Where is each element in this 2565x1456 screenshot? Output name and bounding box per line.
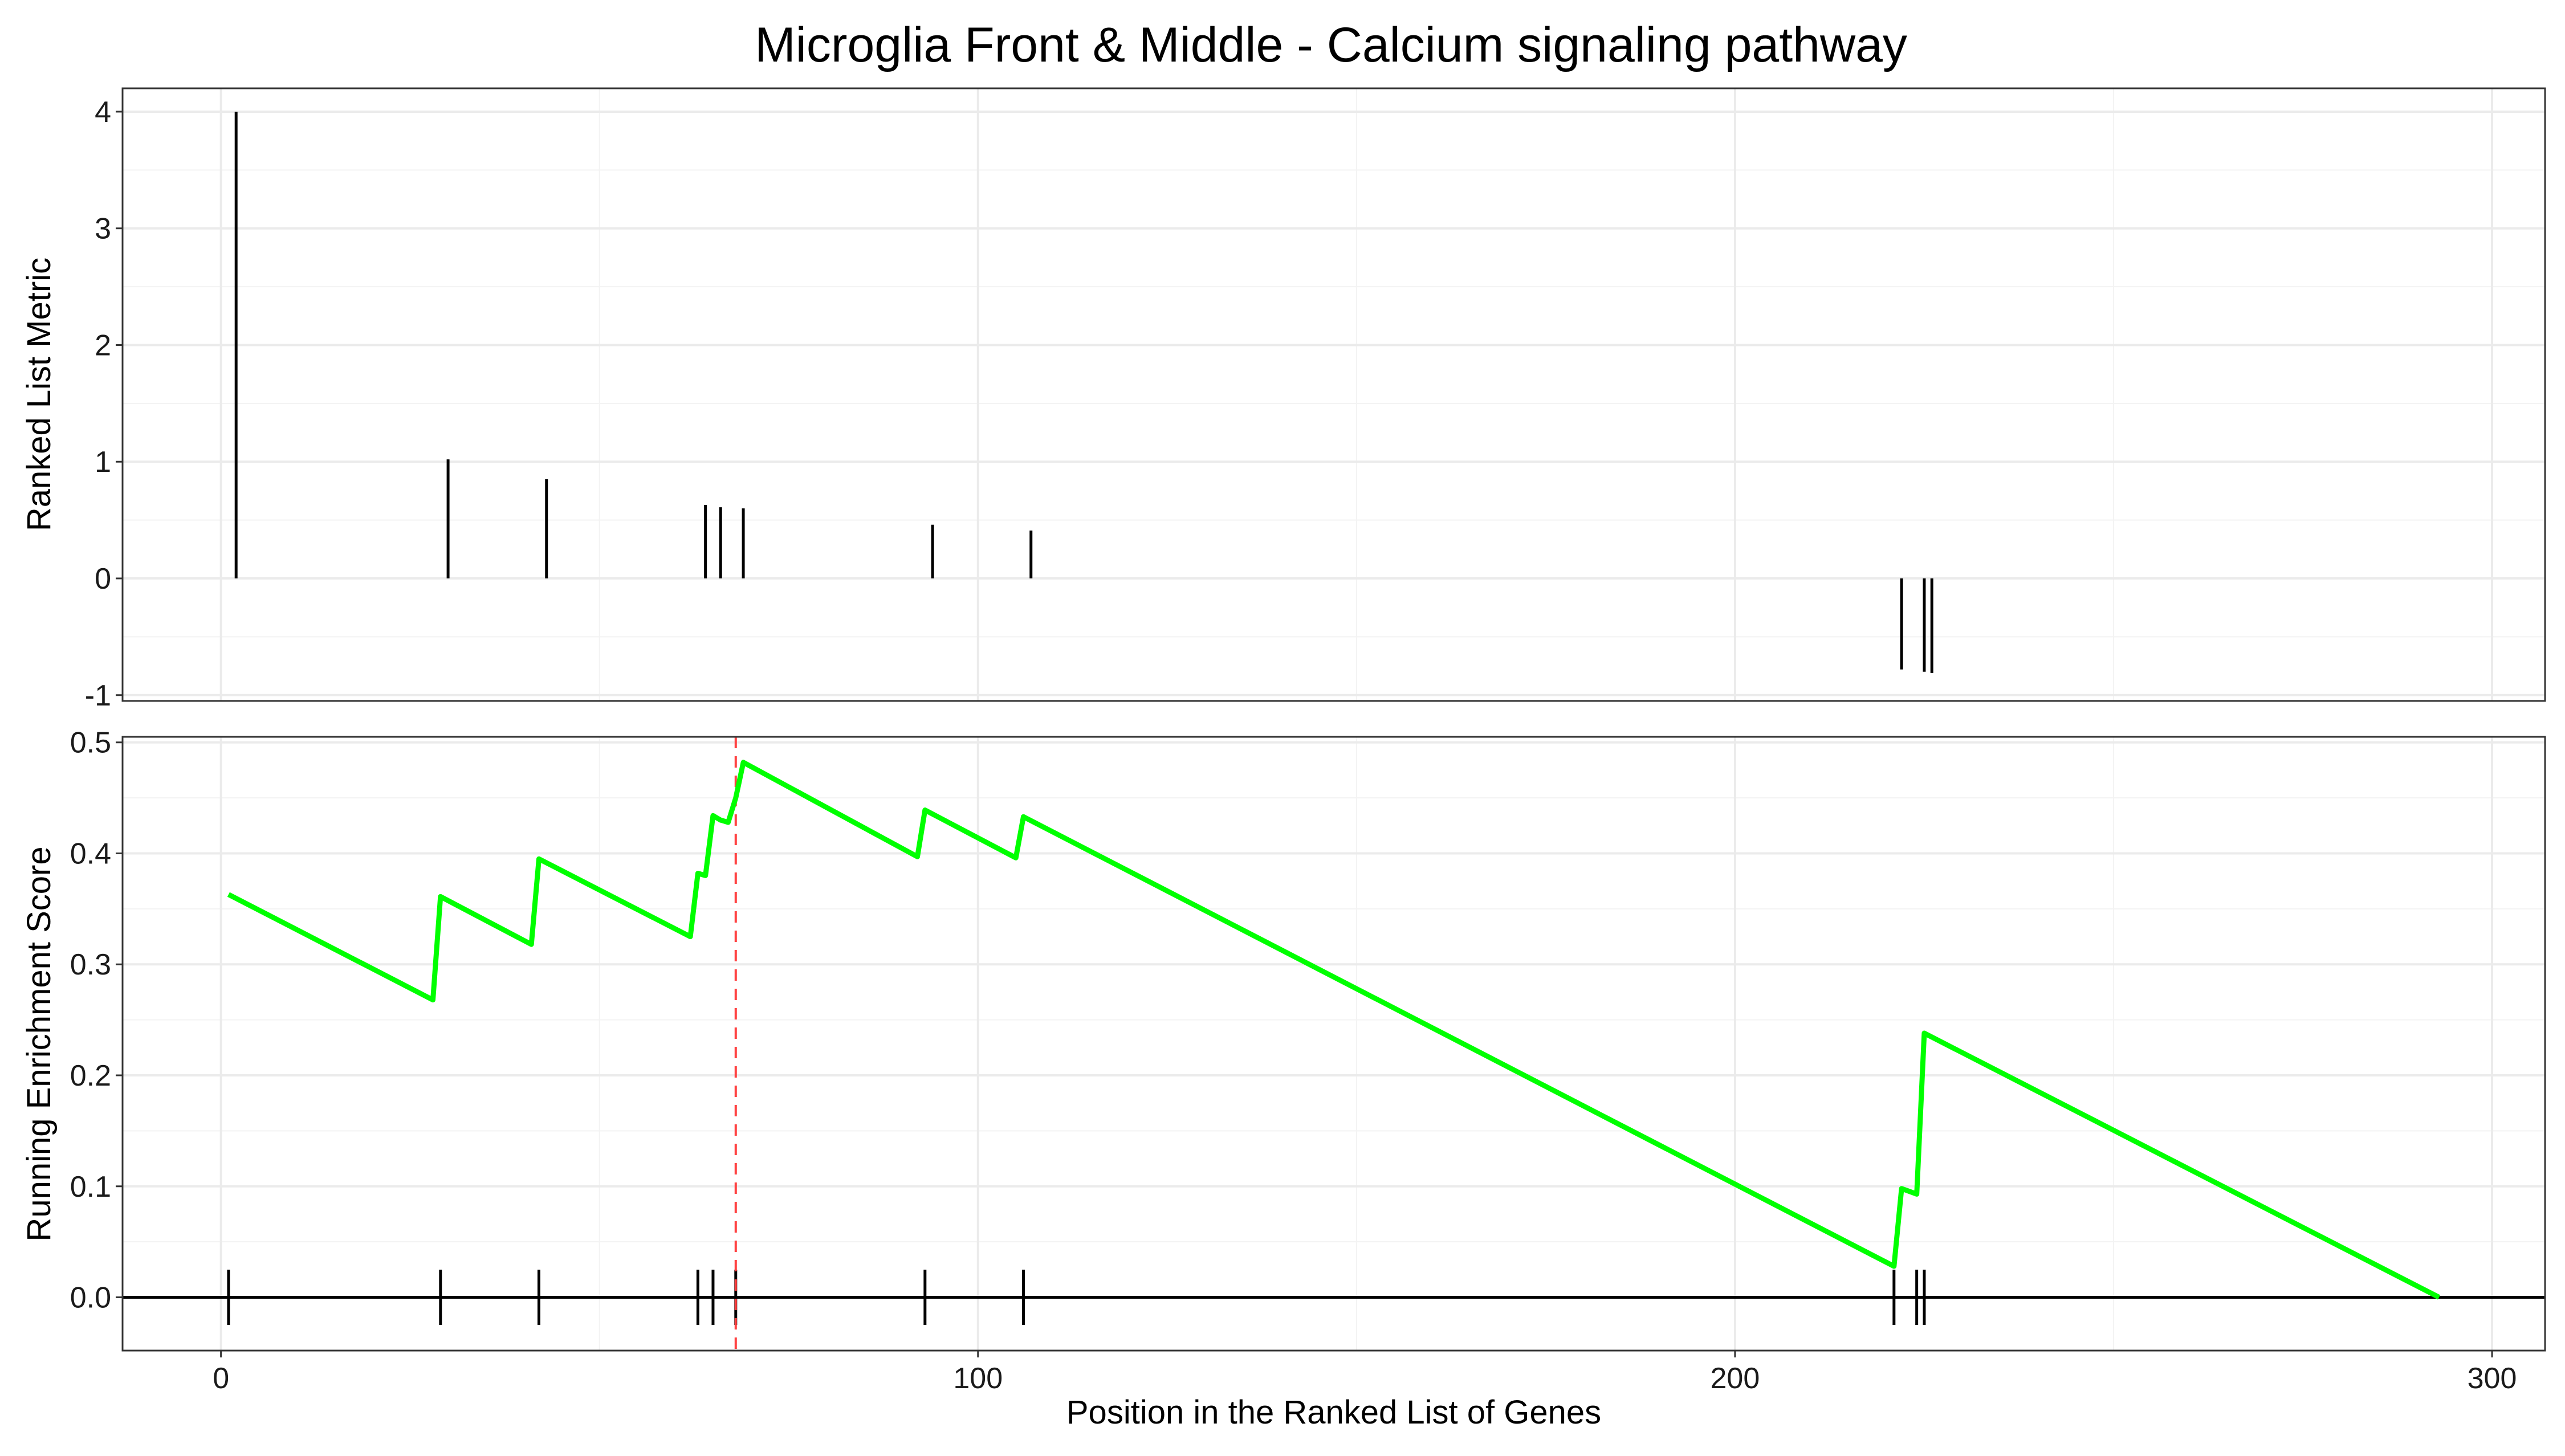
bottom-panel-background bbox=[123, 737, 2545, 1351]
x-tick-label: 0 bbox=[213, 1362, 229, 1395]
x-axis-title: Position in the Ranked List of Genes bbox=[1066, 1394, 1601, 1431]
top-y-tick-label: 1 bbox=[95, 446, 111, 479]
top-y-axis-title: Ranked List Metric bbox=[21, 258, 58, 531]
bottom-y-tick-label: 0.1 bbox=[70, 1170, 111, 1204]
x-tick-label: 300 bbox=[2468, 1362, 2517, 1395]
bottom-y-tick-label: 0.3 bbox=[70, 948, 111, 981]
bottom-y-tick-label: 0.2 bbox=[70, 1059, 111, 1092]
bottom-panel-content bbox=[123, 737, 2545, 1351]
bottom-y-tick-label: 0.5 bbox=[70, 727, 111, 760]
chart-title: Microglia Front & Middle - Calcium signa… bbox=[755, 18, 1907, 72]
top-panel: -1 0 1 2 3 4 Ranked List Metric bbox=[21, 87, 2546, 712]
top-y-tick-label: 0 bbox=[95, 562, 111, 596]
x-tick-label: 100 bbox=[953, 1362, 1003, 1395]
top-panel-background bbox=[123, 88, 2545, 701]
bottom-y-axis: 0.0 0.1 0.2 0.3 0.4 0.5 bbox=[70, 727, 123, 1315]
top-panel-border bbox=[121, 87, 2546, 702]
bottom-panel: 0.0 0.1 0.2 0.3 0.4 0.5 0 100 200 300 Running En… bbox=[21, 727, 2546, 1431]
x-tick-label: 200 bbox=[1711, 1362, 1760, 1395]
top-y-tick-label: 3 bbox=[95, 213, 111, 246]
top-y-axis: -1 0 1 2 3 4 bbox=[85, 96, 123, 712]
bottom-x-axis: 0 100 200 300 bbox=[213, 1351, 2517, 1395]
running-enrichment-score-line bbox=[227, 760, 2441, 1300]
top-y-tick-label: 2 bbox=[95, 329, 111, 362]
top-panel-grid bbox=[123, 88, 2545, 701]
top-y-tick-label: -1 bbox=[85, 679, 111, 712]
top-y-tick-label: 4 bbox=[95, 96, 111, 129]
bottom-y-tick-label: 0.4 bbox=[70, 837, 111, 870]
top-panel-bars bbox=[234, 111, 1933, 673]
bottom-y-tick-label: 0.0 bbox=[70, 1282, 111, 1315]
bottom-panel-border bbox=[121, 736, 2546, 1352]
bottom-y-axis-title: Running Enrichment Score bbox=[21, 846, 58, 1241]
